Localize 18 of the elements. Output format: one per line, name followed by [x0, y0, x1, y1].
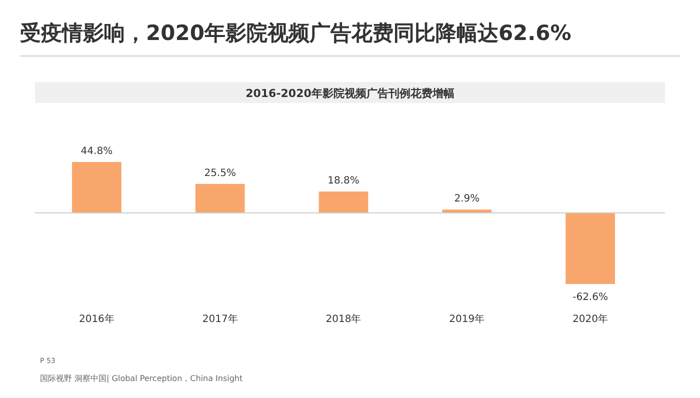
- bar: [195, 184, 245, 213]
- x-tick-label: 2020年: [572, 313, 608, 325]
- chart-subtitle: 2016-2020年影院视频广告刊例花费增幅: [246, 87, 454, 100]
- data-label: 18.8%: [328, 176, 360, 187]
- x-tick-label: 2017年: [202, 313, 238, 325]
- bar: [72, 162, 122, 213]
- chart-title: 受疫情影响，2020年影院视频广告花费同比降幅达62.6%: [20, 21, 572, 45]
- data-label: 25.5%: [204, 168, 236, 179]
- data-label: -62.6%: [572, 292, 608, 303]
- text: 国际视野 洞察中国| Global Perception，China Insight: [40, 374, 243, 383]
- x-tick-label: 2018年: [326, 313, 362, 325]
- x-tick-label: 2016年: [78, 313, 114, 325]
- x-tick-label: 2019年: [449, 313, 485, 325]
- bar: [318, 192, 368, 213]
- data-label: 2.9%: [454, 194, 480, 205]
- bar: [442, 210, 492, 213]
- data-label: 44.8%: [80, 146, 113, 157]
- bar: [566, 212, 615, 284]
